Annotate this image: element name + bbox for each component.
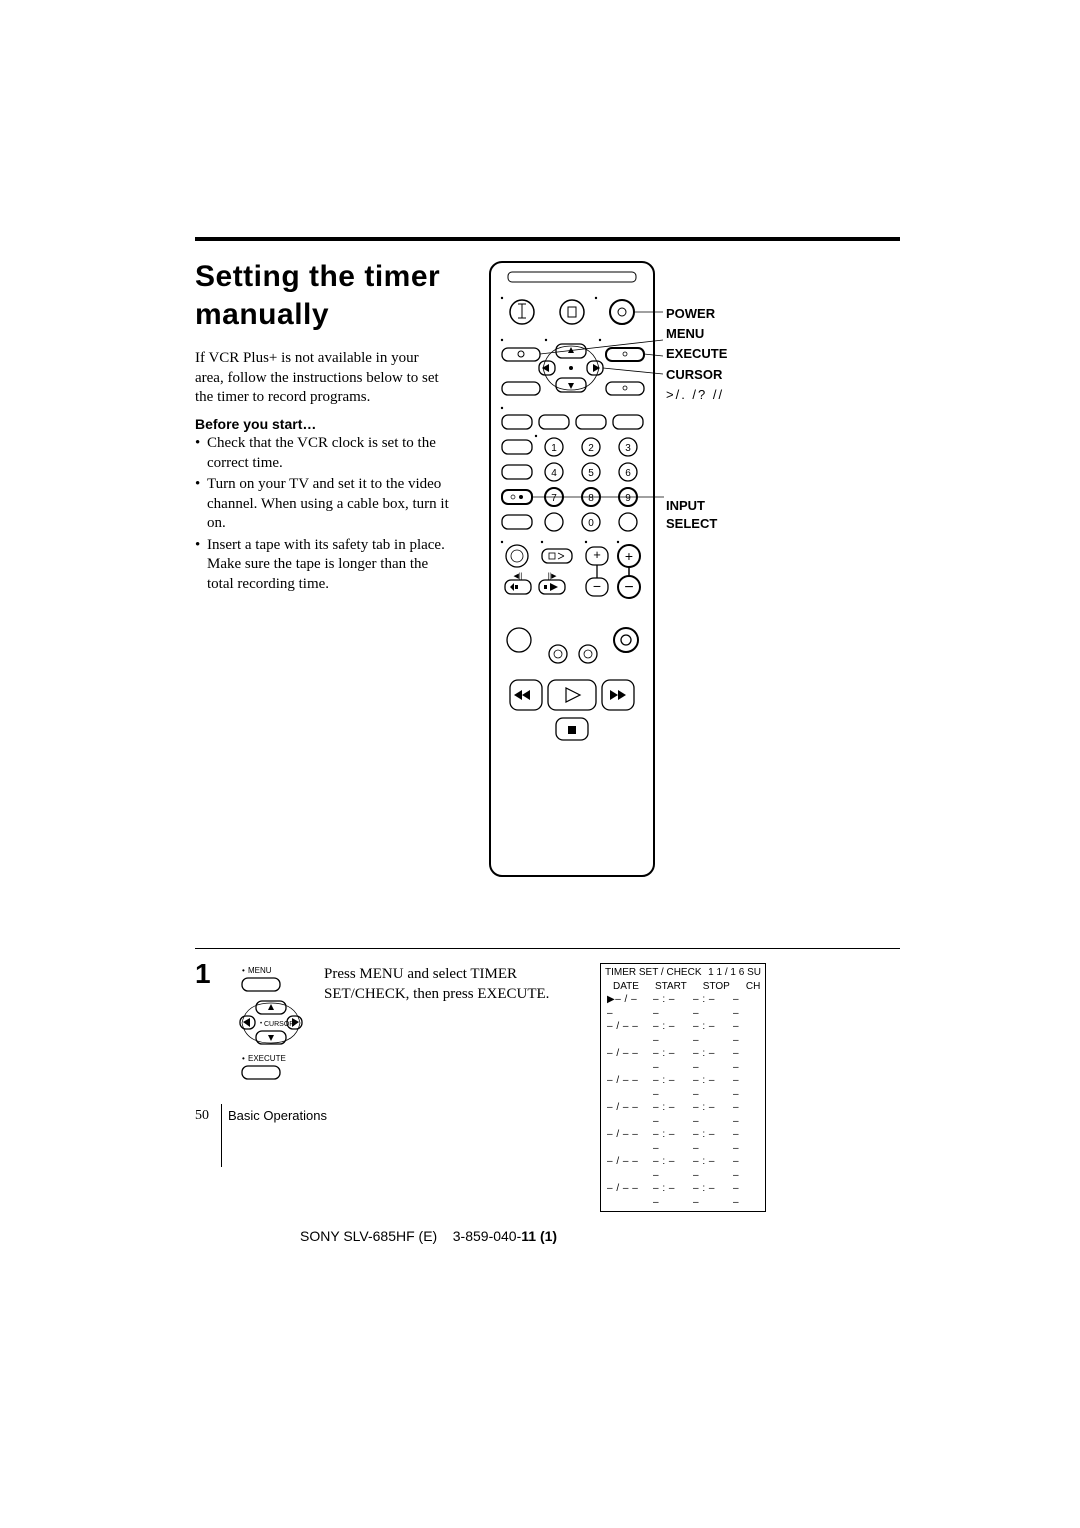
timer-row: – / – –– : – –– : – –– – [605, 1101, 761, 1128]
svg-text:+: + [593, 547, 601, 562]
svg-text:•: • [242, 966, 245, 975]
title-line1: Setting the timer [195, 260, 440, 293]
timer-row: – / – –– : – –– : – –– – [605, 1128, 761, 1155]
execute-label: EXECUTE [666, 345, 727, 363]
timer-table-header: TIMER SET / CHECK 1 1 / 1 6 SU [605, 966, 761, 980]
timer-header-right: 1 1 / 1 6 [708, 967, 744, 978]
col-date: DATE [613, 980, 639, 994]
svg-text:•: • [260, 1021, 262, 1027]
remote-diagram: 1 2 3 4 5 6 7 8 9 0 + + − [488, 260, 778, 920]
horizontal-rule [195, 237, 900, 241]
timer-row: ▶– / – –– : – –– : – –– – [605, 993, 761, 1020]
select-label: SELECT [666, 515, 717, 533]
svg-text:||▶: ||▶ [547, 573, 557, 580]
step-number: 1 [195, 958, 211, 990]
svg-text:8: 8 [588, 493, 594, 504]
svg-text:+: + [625, 548, 633, 564]
svg-text:4: 4 [551, 468, 557, 479]
svg-text:6: 6 [625, 468, 631, 479]
remote-labels: POWER MENU EXECUTE CURSOR >/. /? // [666, 305, 727, 406]
divider-line [195, 948, 900, 949]
timer-set-table: TIMER SET / CHECK 1 1 / 1 6 SU DATE STAR… [600, 963, 766, 1212]
col-stop: STOP [703, 980, 730, 994]
before-you-start-heading: Before you start… [195, 416, 316, 432]
svg-text:1: 1 [551, 443, 557, 454]
timer-rows: ▶– / – –– : – –– : – –– – – / – –– : – –… [605, 993, 761, 1209]
timer-row: – / – –– : – –– : – –– – [605, 1182, 761, 1209]
input-label: INPUT [666, 497, 717, 515]
svg-text:0: 0 [588, 518, 594, 529]
bullet-item: Insert a tape with its safety tab in pla… [195, 536, 450, 595]
footer-bold: 11 (1) [521, 1228, 557, 1244]
footer: SONY SLV-685HF (E) 3-859-040-11 (1) [300, 1228, 557, 1244]
menu-label: MENU [666, 325, 727, 343]
svg-text:CURSOR: CURSOR [264, 1021, 294, 1028]
svg-text:2: 2 [588, 443, 594, 454]
power-label: POWER [666, 305, 727, 323]
bullet-item: Check that the VCR clock is set to the c… [195, 434, 450, 473]
svg-text:−: − [624, 579, 633, 596]
timer-header-left: TIMER SET / CHECK [605, 966, 702, 980]
svg-text:MENU: MENU [248, 966, 272, 975]
svg-text:EXECUTE: EXECUTE [248, 1054, 286, 1063]
input-select-label: INPUT SELECT [666, 497, 717, 533]
step-button-diagram: • MENU • CURSOR • EXECUTE [232, 963, 318, 1088]
timer-row: – / – –– : – –– : – –– – [605, 1047, 761, 1074]
title-line2: manually [195, 298, 329, 331]
page-section: Basic Operations [228, 1108, 327, 1123]
timer-header-day: SU [747, 967, 761, 978]
col-ch: CH [746, 980, 760, 994]
svg-text:−: − [593, 578, 601, 594]
step-text: Press MENU and select TIMER SET/CHECK, t… [324, 965, 564, 1004]
remote-svg: 1 2 3 4 5 6 7 8 9 0 + + − [488, 260, 778, 920]
timer-row: – / – –– : – –– : – –– – [605, 1074, 761, 1101]
timer-row: – / – –– : – –– : – –– – [605, 1020, 761, 1047]
svg-text:◀||: ◀|| [513, 573, 522, 580]
bullet-list: Check that the VCR clock is set to the c… [195, 434, 450, 596]
svg-text:7: 7 [551, 493, 557, 504]
timer-row: – / – –– : – –– : – –– – [605, 1155, 761, 1182]
svg-text:3: 3 [625, 443, 631, 454]
page-number-divider [221, 1104, 222, 1167]
footer-model: SONY SLV-685HF (E) [300, 1228, 437, 1244]
svg-text:•: • [242, 1054, 245, 1063]
svg-text:9: 9 [625, 493, 631, 504]
cursor-arrows: >/. /? // [666, 386, 727, 404]
footer-code: 3-859-040- [453, 1228, 522, 1244]
cursor-label: CURSOR [666, 366, 727, 384]
timer-table-subheader: DATE START STOP CH [605, 980, 761, 994]
intro-paragraph: If VCR Plus+ is not available in your ar… [195, 349, 445, 408]
page-number: 50 [195, 1108, 209, 1124]
bullet-item: Turn on your TV and set it to the video … [195, 475, 450, 534]
page-title: Setting the timer manually [195, 258, 440, 333]
col-start: START [655, 980, 687, 994]
svg-text:5: 5 [588, 468, 594, 479]
